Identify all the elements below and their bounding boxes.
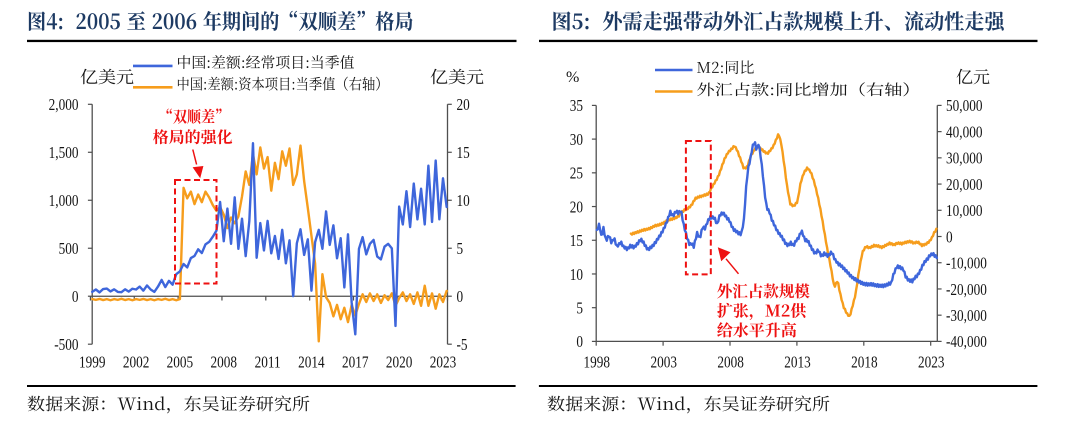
- svg-text:20,000: 20,000: [946, 175, 983, 194]
- svg-text:2003: 2003: [650, 353, 677, 372]
- svg-text:30: 30: [570, 130, 584, 149]
- svg-text:2023: 2023: [430, 353, 457, 372]
- svg-text:20: 20: [570, 198, 584, 217]
- svg-text:0: 0: [457, 288, 464, 307]
- svg-text:-20,000: -20,000: [946, 280, 987, 299]
- svg-text:1999: 1999: [79, 353, 106, 372]
- svg-text:1998: 1998: [584, 353, 611, 372]
- svg-text:2013: 2013: [784, 353, 811, 372]
- svg-text:2017: 2017: [342, 353, 369, 372]
- svg-text:-5: -5: [457, 336, 468, 355]
- svg-text:2,000: 2,000: [49, 96, 79, 115]
- svg-text:500: 500: [59, 240, 79, 259]
- svg-text:0: 0: [576, 333, 583, 352]
- svg-text:2023: 2023: [918, 353, 945, 372]
- svg-text:1,500: 1,500: [49, 144, 79, 163]
- svg-text:20: 20: [457, 96, 471, 115]
- svg-text:5: 5: [576, 299, 583, 318]
- svg-text:2002: 2002: [123, 353, 150, 372]
- svg-text:%: %: [566, 69, 579, 86]
- svg-text:2020: 2020: [386, 353, 413, 372]
- svg-text:2008: 2008: [211, 353, 238, 372]
- svg-text:10,000: 10,000: [946, 202, 983, 221]
- svg-text:40,000: 40,000: [946, 123, 983, 142]
- svg-text:5: 5: [457, 240, 464, 259]
- svg-text:-40,000: -40,000: [946, 333, 987, 352]
- svg-text:-500: -500: [54, 336, 79, 355]
- svg-text:2018: 2018: [851, 353, 878, 372]
- svg-text:10: 10: [570, 265, 584, 284]
- svg-text:0: 0: [72, 288, 79, 307]
- svg-text:2011: 2011: [255, 353, 281, 372]
- svg-text:25: 25: [570, 164, 584, 183]
- svg-text:15: 15: [457, 144, 471, 163]
- svg-text:-30,000: -30,000: [946, 307, 987, 326]
- svg-text:35: 35: [570, 97, 584, 116]
- svg-text:2008: 2008: [717, 353, 744, 372]
- svg-text:15: 15: [570, 232, 584, 251]
- svg-text:1,000: 1,000: [49, 192, 79, 211]
- svg-text:2005: 2005: [167, 353, 194, 372]
- svg-text:-10,000: -10,000: [946, 254, 987, 273]
- svg-text:0: 0: [946, 228, 953, 247]
- svg-text:2014: 2014: [298, 353, 325, 372]
- svg-text:10: 10: [457, 192, 471, 211]
- svg-text:50,000: 50,000: [946, 97, 983, 116]
- svg-text:30,000: 30,000: [946, 149, 983, 168]
